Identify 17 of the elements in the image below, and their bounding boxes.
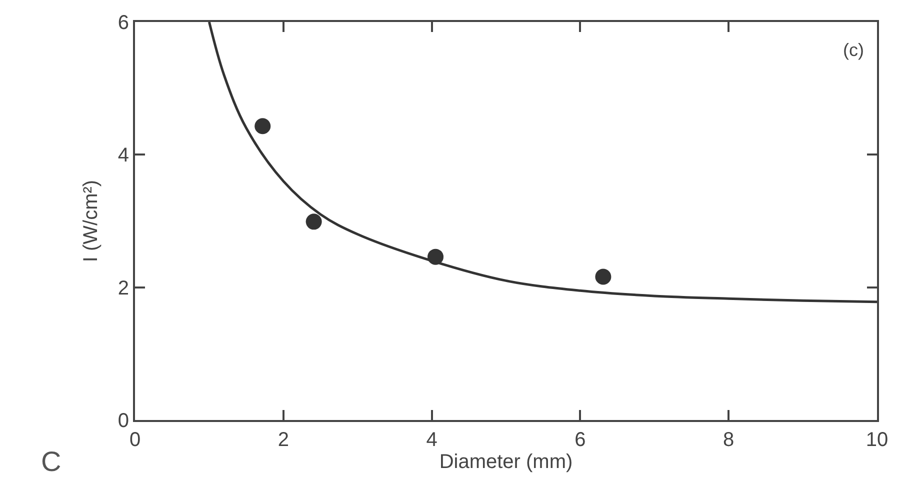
- x-tick-label: 10: [866, 429, 888, 451]
- point: [254, 118, 271, 134]
- x-tick-label: 2: [278, 429, 289, 451]
- x-tick-label: 8: [723, 429, 734, 451]
- x-tick-label: 6: [574, 429, 586, 451]
- y-tick-label: 0: [118, 410, 129, 432]
- x-tick-label: 4: [426, 429, 438, 451]
- y-tick-label: 4: [118, 144, 129, 167]
- y-tick-label: 6: [118, 12, 129, 34]
- line-series: [208, 22, 877, 304]
- annotation: (c): [843, 40, 864, 60]
- y-axis-title: I (W/cm²): [80, 180, 102, 262]
- x-axis-title: Diameter (mm): [439, 451, 573, 473]
- text: C: [41, 446, 62, 477]
- point: [595, 268, 612, 285]
- point: [306, 214, 322, 230]
- y-tick-label: 2: [118, 277, 129, 300]
